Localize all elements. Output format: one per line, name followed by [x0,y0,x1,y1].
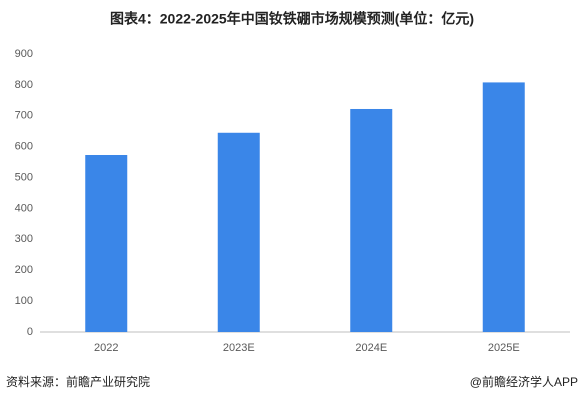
y-tick-label: 400 [15,202,33,214]
y-tick-label: 900 [15,48,33,60]
x-tick-label: 2022 [94,342,118,354]
bar [217,132,260,332]
y-tick-label: 800 [15,79,33,91]
bar [350,108,393,332]
y-tick-label: 100 [15,295,33,307]
x-tick-label: 2024E [355,342,387,354]
x-tick-label: 2025E [488,342,520,354]
y-tick-label: 200 [15,264,33,276]
bar [85,155,128,332]
credit: @前瞻经济学人APP [470,374,578,389]
y-tick-label: 0 [27,326,33,338]
bar [482,82,525,332]
chart-title: 图表4：2022-2025年中国钕铁硼市场规模预测(单位：亿元) [110,11,474,27]
source: 资料来源：前瞻产业研究院 [6,374,150,389]
y-tick-label: 700 [15,110,33,122]
x-tick-label: 2023E [223,342,255,354]
y-tick-label: 600 [15,141,33,153]
y-tick-label: 500 [15,171,33,183]
y-tick-label: 300 [15,233,33,245]
